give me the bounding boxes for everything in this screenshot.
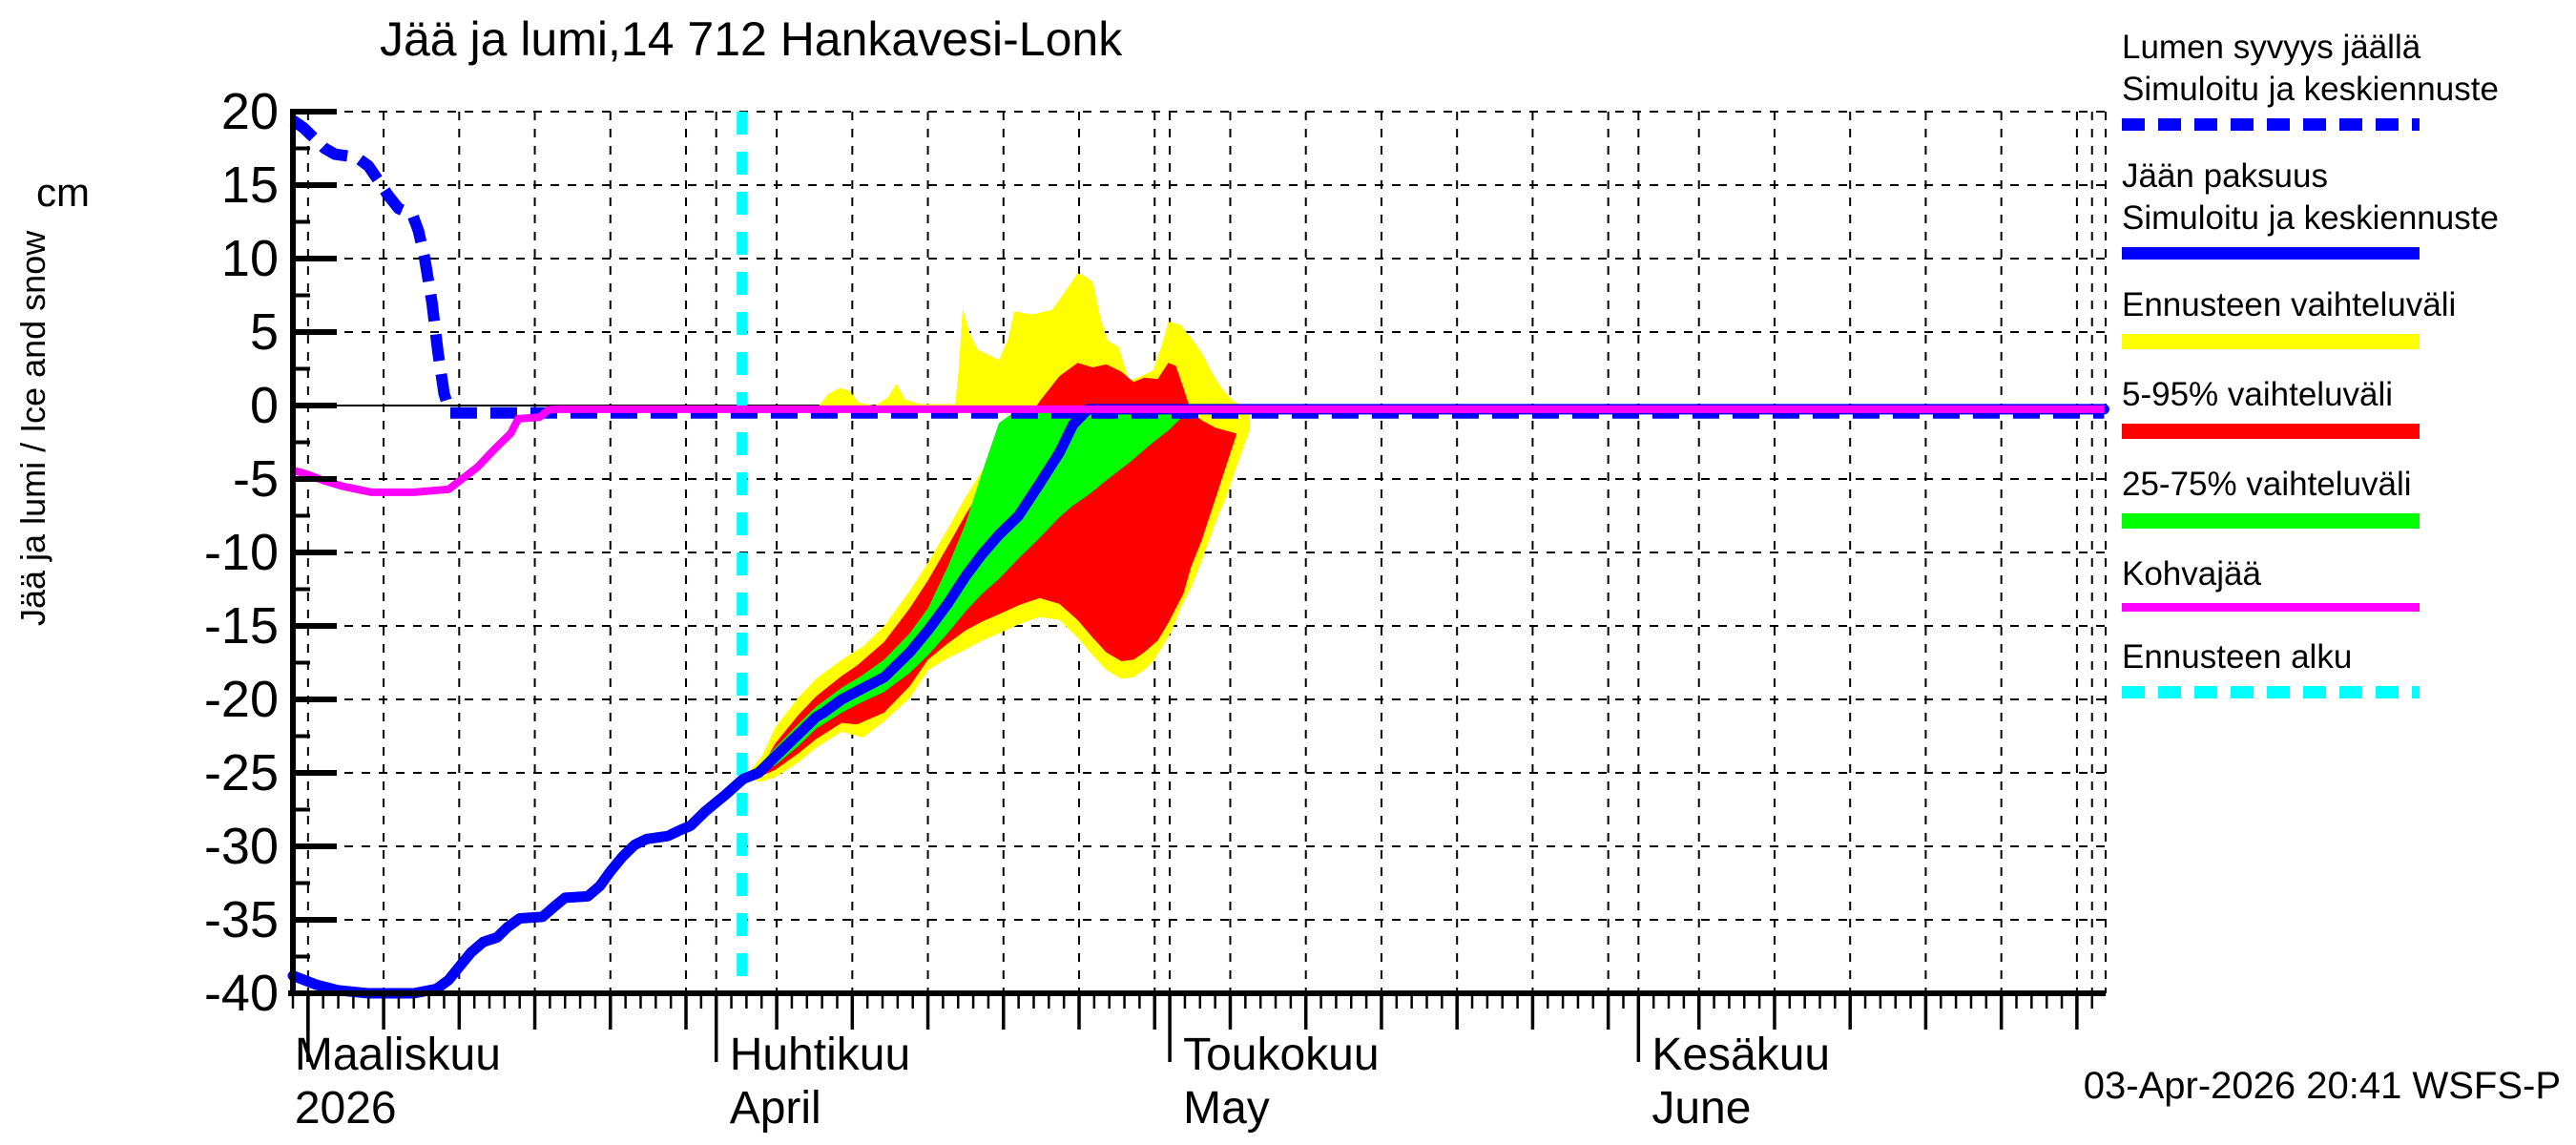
legend-swatch-solid-line xyxy=(2122,603,2420,612)
legend-item: Ennusteen vaihteluväli xyxy=(2122,284,2570,349)
x-month-label: Kesäkuu June xyxy=(1652,1029,1830,1135)
legend-label: 5-95% vaihteluväli xyxy=(2122,376,2394,413)
x-month-label: Maaliskuu 2026 xyxy=(295,1029,501,1135)
month-name-fi: Kesäkuu xyxy=(1652,1030,1831,1080)
month-name-sub: 2026 xyxy=(294,1083,397,1134)
legend-label: Simuloitu ja keskiennuste xyxy=(2122,199,2499,237)
legend-label: Jään paksuus xyxy=(2122,157,2328,195)
legend-swatch-dashed-line xyxy=(2122,118,2420,131)
month-name-fi: Huhtikuu xyxy=(729,1030,911,1080)
legend-swatch-solid-line xyxy=(2122,334,2420,349)
y-tick-label: 15 xyxy=(220,156,279,214)
y-axis-unit-label: cm xyxy=(36,170,90,215)
legend-label: Ennusteen alku xyxy=(2122,638,2353,676)
y-tick-label: -15 xyxy=(203,597,279,655)
legend-label: Simuloitu ja keskiennuste xyxy=(2122,71,2499,108)
legend-swatch-solid-line xyxy=(2122,247,2420,260)
y-tick-label: -40 xyxy=(203,965,279,1022)
y-tick-label: -30 xyxy=(203,818,279,875)
legend-label: Kohvajää xyxy=(2122,555,2261,593)
month-name-sub: May xyxy=(1183,1083,1270,1134)
y-tick-label: -5 xyxy=(232,450,279,508)
y-tick-label: 20 xyxy=(220,83,279,140)
y-tick-label: 10 xyxy=(220,230,279,287)
legend-item: Lumen syvyys jäällä Simuloitu ja keskienn… xyxy=(2122,27,2570,131)
month-name-sub: June xyxy=(1652,1083,1752,1134)
legend: Lumen syvyys jäällä Simuloitu ja keskienn… xyxy=(2122,27,2570,723)
ice-thickness-line xyxy=(287,404,2109,999)
y-tick-label: 5 xyxy=(249,303,279,361)
legend-swatch-dashed-line xyxy=(2122,686,2420,698)
y-tick-label: -25 xyxy=(203,744,279,802)
y-tick-label: -35 xyxy=(203,891,279,948)
legend-label: 25-75% vaihteluväli xyxy=(2122,466,2412,503)
legend-swatch-solid-line xyxy=(2122,424,2420,439)
x-month-label: Huhtikuu April xyxy=(730,1029,910,1135)
kohvajaa-line xyxy=(291,405,2105,496)
legend-label: Ennusteen vaihteluväli xyxy=(2122,286,2457,323)
legend-item: Kohvajää xyxy=(2122,553,2570,612)
legend-item: Ennusteen alku xyxy=(2122,636,2570,698)
timestamp-label: 03-Apr-2026 20:41 WSFS-P xyxy=(2083,1065,2561,1107)
y-tick-label: -10 xyxy=(203,524,279,581)
legend-swatch-solid-line xyxy=(2122,513,2420,529)
snow-depth-line xyxy=(289,115,2105,419)
month-name-fi: Toukokuu xyxy=(1183,1030,1380,1080)
legend-item: Jään paksuus Simuloitu ja keskiennuste xyxy=(2122,156,2570,260)
x-month-label: Toukokuu May xyxy=(1183,1029,1379,1135)
y-tick-label: 0 xyxy=(249,377,279,434)
legend-label: Lumen syvyys jäällä xyxy=(2122,29,2421,66)
band-range_25_75 xyxy=(743,408,1181,780)
legend-item: 25-75% vaihteluväli xyxy=(2122,464,2570,529)
y-tick-label: -20 xyxy=(203,671,279,728)
legend-item: 5-95% vaihteluväli xyxy=(2122,374,2570,439)
month-name-sub: April xyxy=(729,1083,821,1134)
chart-title: Jää ja lumi,14 712 Hankavesi-Lonk xyxy=(380,12,1123,66)
band-forecast_range_snow xyxy=(819,273,1246,413)
month-name-fi: Maaliskuu xyxy=(294,1030,501,1080)
